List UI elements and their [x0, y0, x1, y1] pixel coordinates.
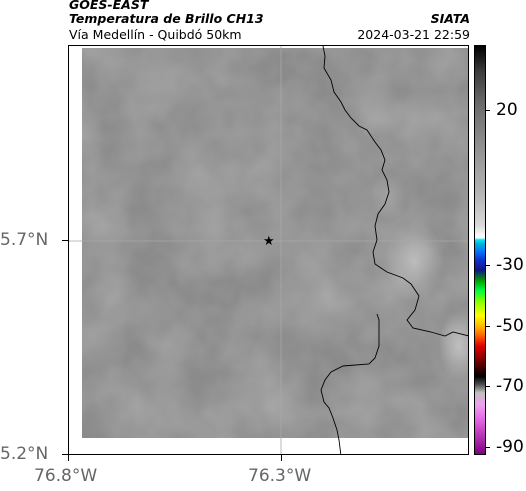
colorbar-tick-minus70: -70 — [496, 376, 524, 396]
colorbar-tick-minus50: -50 — [496, 316, 524, 336]
route-label: Vía Medellín - Quibdó 50km — [69, 27, 242, 42]
lon-tick-76.3: 76.3°W — [248, 466, 312, 486]
colorbar-tick-mark — [486, 110, 490, 111]
colorbar-tick-mark — [486, 265, 490, 266]
lon-tick-mark — [68, 455, 69, 461]
lon-tick-mark — [281, 455, 282, 461]
colorbar-tick-mark — [486, 447, 490, 448]
product-title: Temperatura de Brillo CH13 — [69, 11, 264, 26]
colorbar-tick-20: 20 — [496, 100, 518, 120]
satellite-title: GOES-EAST — [69, 0, 149, 12]
colorbar — [474, 45, 486, 455]
lat-tick-5.2: 5.2°N — [0, 444, 49, 464]
lat-tick-mark — [62, 454, 68, 455]
colorbar-tick-mark — [486, 326, 490, 327]
map-panel: ★ — [68, 45, 469, 455]
boundary-line — [320, 46, 468, 454]
org-label: SIATA — [430, 11, 470, 26]
lat-tick-mark — [62, 240, 68, 241]
lon-tick-76.8: 76.8°W — [34, 466, 98, 486]
colorbar-tick-mark — [486, 386, 490, 387]
map-canvas: ★ — [69, 46, 468, 454]
colorbar-tick-minus90: -90 — [496, 437, 524, 457]
colorbar-tick-minus30: -30 — [496, 255, 524, 275]
lat-tick-5.7: 5.7°N — [0, 230, 49, 250]
star-marker: ★ — [263, 234, 275, 249]
datetime-label: 2024-03-21 22:59 — [357, 27, 470, 42]
brightness-field — [82, 48, 468, 438]
